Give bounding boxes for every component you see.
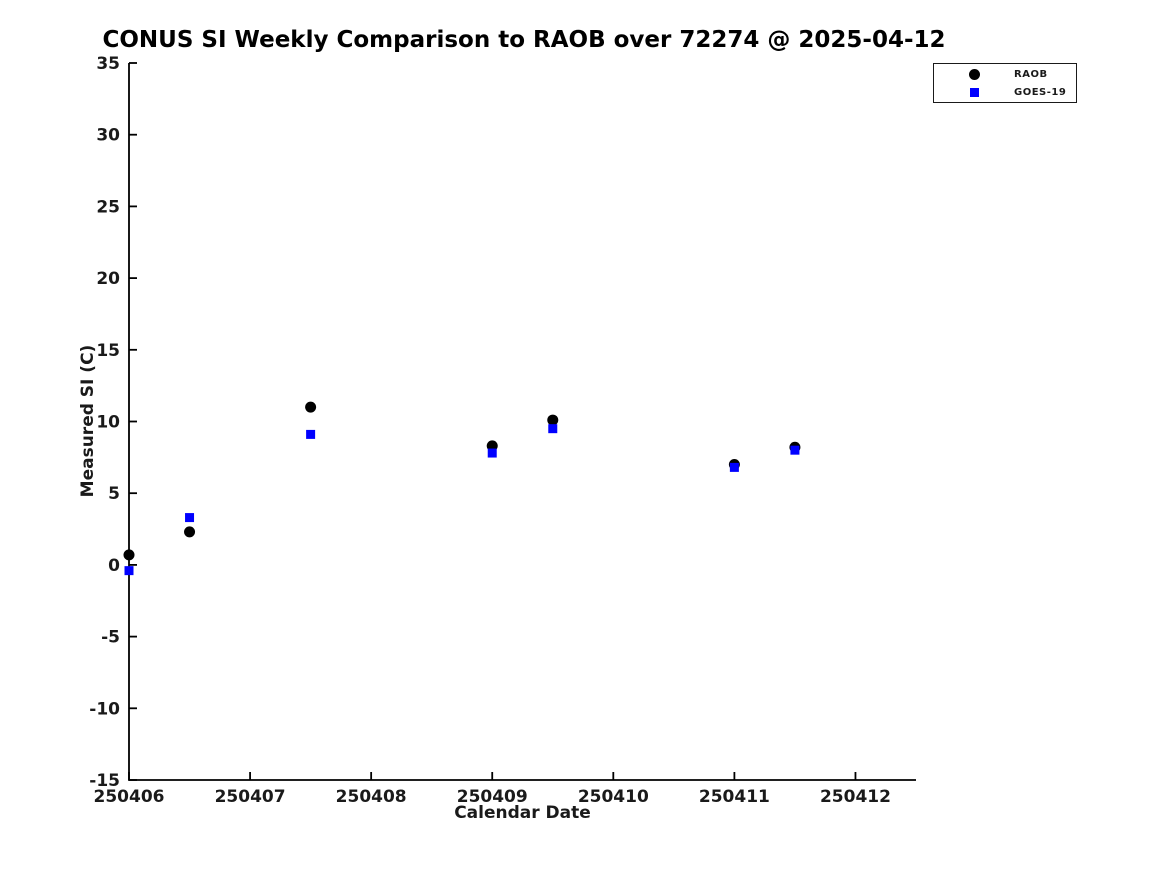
x-tick-label: 250406 — [94, 787, 165, 807]
y-axis-label: Measured SI (C) — [78, 344, 98, 498]
data-point-goes-19 — [729, 462, 739, 472]
raob-marker-icon — [968, 68, 980, 80]
y-tick-label: -10 — [89, 699, 120, 719]
x-axis-label: Calendar Date — [454, 803, 591, 823]
data-point-goes-19 — [306, 429, 316, 439]
y-tick-label: 15 — [96, 341, 120, 361]
x-tick-label: 250411 — [699, 787, 770, 807]
chart-title: CONUS SI Weekly Comparison to RAOB over … — [102, 27, 946, 53]
y-tick-label: 20 — [96, 269, 120, 289]
y-tick-label: 25 — [96, 197, 120, 217]
data-point-goes-19 — [124, 566, 134, 576]
y-tick-label: 5 — [108, 484, 120, 504]
legend-row: RAOB — [934, 66, 1076, 82]
legend: RAOB GOES-19 — [933, 63, 1077, 103]
x-tick-label: 250410 — [578, 787, 649, 807]
legend-label: RAOB — [1014, 68, 1048, 80]
goes-19-marker-icon — [969, 87, 979, 97]
y-tick-label: 35 — [96, 54, 120, 74]
data-point-goes-19 — [487, 448, 497, 458]
data-point-raob — [123, 549, 135, 561]
y-tick-label: -15 — [89, 771, 120, 791]
x-tick-label: 250409 — [457, 787, 528, 807]
legend-row: GOES-19 — [934, 84, 1076, 100]
data-point-raob — [547, 414, 559, 426]
data-point-goes-19 — [185, 513, 195, 523]
x-tick-label: 250408 — [336, 787, 407, 807]
x-tick-label: 250412 — [820, 787, 891, 807]
data-point-raob — [305, 401, 317, 413]
data-point-goes-19 — [790, 445, 800, 455]
legend-marker-wrap — [934, 87, 1014, 97]
y-tick-label: 30 — [96, 126, 120, 146]
legend-marker-wrap — [934, 68, 1014, 80]
legend-label: GOES-19 — [1014, 86, 1067, 98]
y-tick-label: 10 — [96, 413, 120, 433]
data-point-goes-19 — [548, 424, 558, 434]
x-tick-label: 250407 — [215, 787, 286, 807]
data-point-raob — [184, 526, 196, 538]
y-tick-label: -5 — [101, 628, 120, 648]
axis-spines — [128, 63, 916, 781]
y-tick-label: 0 — [108, 556, 120, 576]
